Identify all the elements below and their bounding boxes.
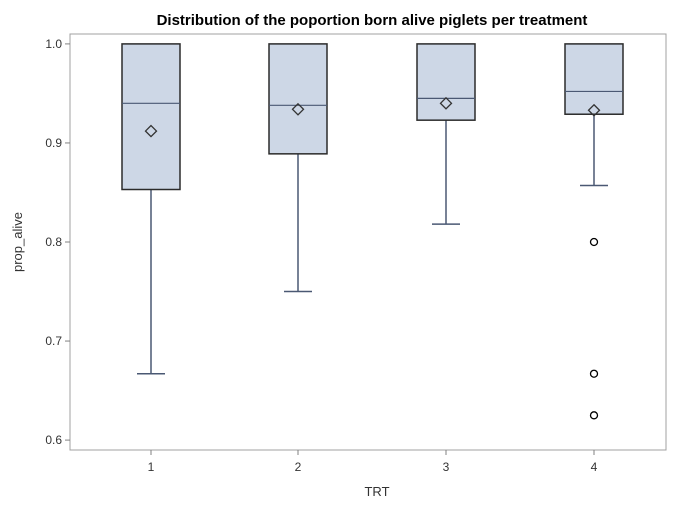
x-axis: 1 2 3 4: [148, 450, 598, 474]
iqr-box: [121, 43, 181, 191]
chart-title: Distribution of the poportion born alive…: [157, 12, 588, 29]
mean-marker: [291, 102, 305, 116]
box-group-trt-2: [268, 43, 328, 293]
outlier-point: [589, 237, 599, 247]
y-tick-label: 0.6: [45, 433, 62, 447]
box-series: [121, 43, 624, 420]
iqr-box: [416, 43, 476, 121]
y-tick-label: 0.9: [45, 136, 62, 150]
y-axis: 0.6 0.7 0.8 0.9 1.0: [45, 37, 70, 447]
x-tick-label: 4: [591, 460, 598, 474]
x-tick-label: 1: [148, 460, 155, 474]
x-tick-label: 3: [443, 460, 450, 474]
x-axis-label: TRT: [364, 484, 389, 499]
mean-marker: [587, 103, 601, 117]
box-group-trt-1: [121, 43, 181, 375]
y-tick-label: 0.7: [45, 334, 62, 348]
y-tick-label: 1.0: [45, 37, 62, 51]
y-tick-label: 0.8: [45, 235, 62, 249]
iqr-box: [564, 43, 624, 115]
box-group-trt-3: [416, 43, 476, 225]
outlier-point: [589, 369, 599, 378]
mean-marker: [439, 96, 453, 110]
box-group-trt-4: [564, 43, 624, 420]
x-tick-label: 2: [295, 460, 302, 474]
mean-marker: [144, 124, 158, 138]
iqr-box: [268, 43, 328, 155]
outlier-point: [589, 411, 599, 420]
y-axis-label: prop_alive: [10, 212, 25, 272]
